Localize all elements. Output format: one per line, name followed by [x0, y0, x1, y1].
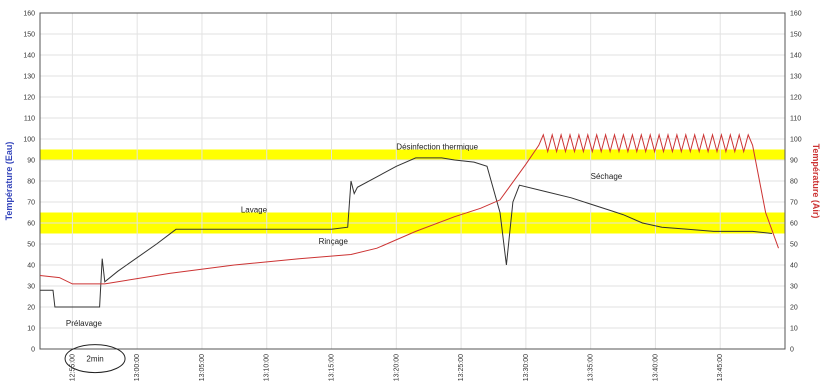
- y-tick-left-70: 70: [27, 200, 35, 207]
- left-axis-ticks: 0 10 20 30 40 50 60 70 80 90 100 110 120 130 140 150 160: [23, 11, 35, 354]
- y-tick-right-140: 140: [790, 53, 802, 60]
- y-tick-right-150: 150: [790, 32, 802, 39]
- time-callout: 2min: [64, 344, 126, 374]
- y-tick-right-130: 130: [790, 74, 802, 81]
- y-axis-label-left: Température (Eau): [4, 142, 14, 221]
- x-tick-3: 13:10:00: [264, 354, 271, 381]
- x-tick-2: 13:05:00: [199, 354, 206, 381]
- y-tick-right-60: 60: [790, 221, 798, 228]
- y-tick-left-140: 140: [23, 53, 35, 60]
- y-tick-right-100: 100: [790, 137, 802, 144]
- y-tick-left-60: 60: [27, 221, 35, 228]
- x-tick-10: 13:45:00: [717, 354, 724, 381]
- annotations: Prélavage Lavage Rinçage Désinfection therm…: [66, 143, 623, 328]
- x-tick-6: 13:25:00: [458, 354, 465, 381]
- y-tick-right-30: 30: [790, 284, 798, 291]
- y-tick-left-80: 80: [27, 179, 35, 186]
- annotation-2: Rinçage: [319, 237, 349, 246]
- y-axis-label-right: Température (Air): [811, 144, 821, 219]
- x-tick-8: 13:35:00: [588, 354, 595, 381]
- y-tick-right-10: 10: [790, 326, 798, 333]
- y-tick-left-0: 0: [31, 347, 35, 354]
- annotation-1: Lavage: [241, 206, 268, 215]
- y-tick-right-160: 160: [790, 11, 802, 18]
- y-tick-right-20: 20: [790, 305, 798, 312]
- y-tick-right-80: 80: [790, 179, 798, 186]
- right-axis-ticks: 0 10 20 30 40 50 60 70 80 90 100 110 120 130 140 150 160: [790, 11, 802, 354]
- y-tick-left-160: 160: [23, 11, 35, 18]
- y-tick-left-20: 20: [27, 305, 35, 312]
- x-tick-5: 13:20:00: [393, 354, 400, 381]
- y-tick-left-40: 40: [27, 263, 35, 270]
- y-tick-left-50: 50: [27, 242, 35, 249]
- y-tick-right-0: 0: [790, 347, 794, 354]
- y-tick-left-100: 100: [23, 137, 35, 144]
- y-tick-left-30: 30: [27, 284, 35, 291]
- plot-frame: [39, 12, 786, 350]
- y-tick-right-110: 110: [790, 116, 801, 123]
- annotation-0: Prélavage: [66, 319, 103, 328]
- y-tick-right-120: 120: [790, 95, 802, 102]
- annotation-4: Séchage: [591, 172, 623, 181]
- band-1: [40, 149, 785, 160]
- series-line-0: [40, 157, 773, 308]
- x-tick-9: 13:40:00: [652, 354, 659, 381]
- annotation-3: Désinfection thermique: [396, 143, 478, 152]
- callout-ellipse: [64, 344, 126, 374]
- x-tick-7: 13:30:00: [523, 354, 530, 381]
- y-tick-left-90: 90: [27, 158, 35, 165]
- x-tick-1: 13:00:00: [134, 354, 141, 381]
- callout-label: 2min: [86, 355, 103, 364]
- y-tick-left-110: 110: [24, 116, 35, 123]
- grid-lines: [40, 12, 785, 350]
- y-tick-left-10: 10: [27, 326, 35, 333]
- x-tick-4: 13:15:00: [329, 354, 336, 381]
- y-tick-left-120: 120: [23, 95, 35, 102]
- series-line-1: [39, 132, 779, 285]
- y-tick-right-40: 40: [790, 263, 798, 270]
- series-lines: [39, 132, 779, 308]
- y-tick-right-70: 70: [790, 200, 798, 207]
- y-tick-left-150: 150: [23, 32, 35, 39]
- y-tick-right-90: 90: [790, 158, 798, 165]
- y-tick-right-50: 50: [790, 242, 798, 249]
- y-tick-left-130: 130: [23, 74, 35, 81]
